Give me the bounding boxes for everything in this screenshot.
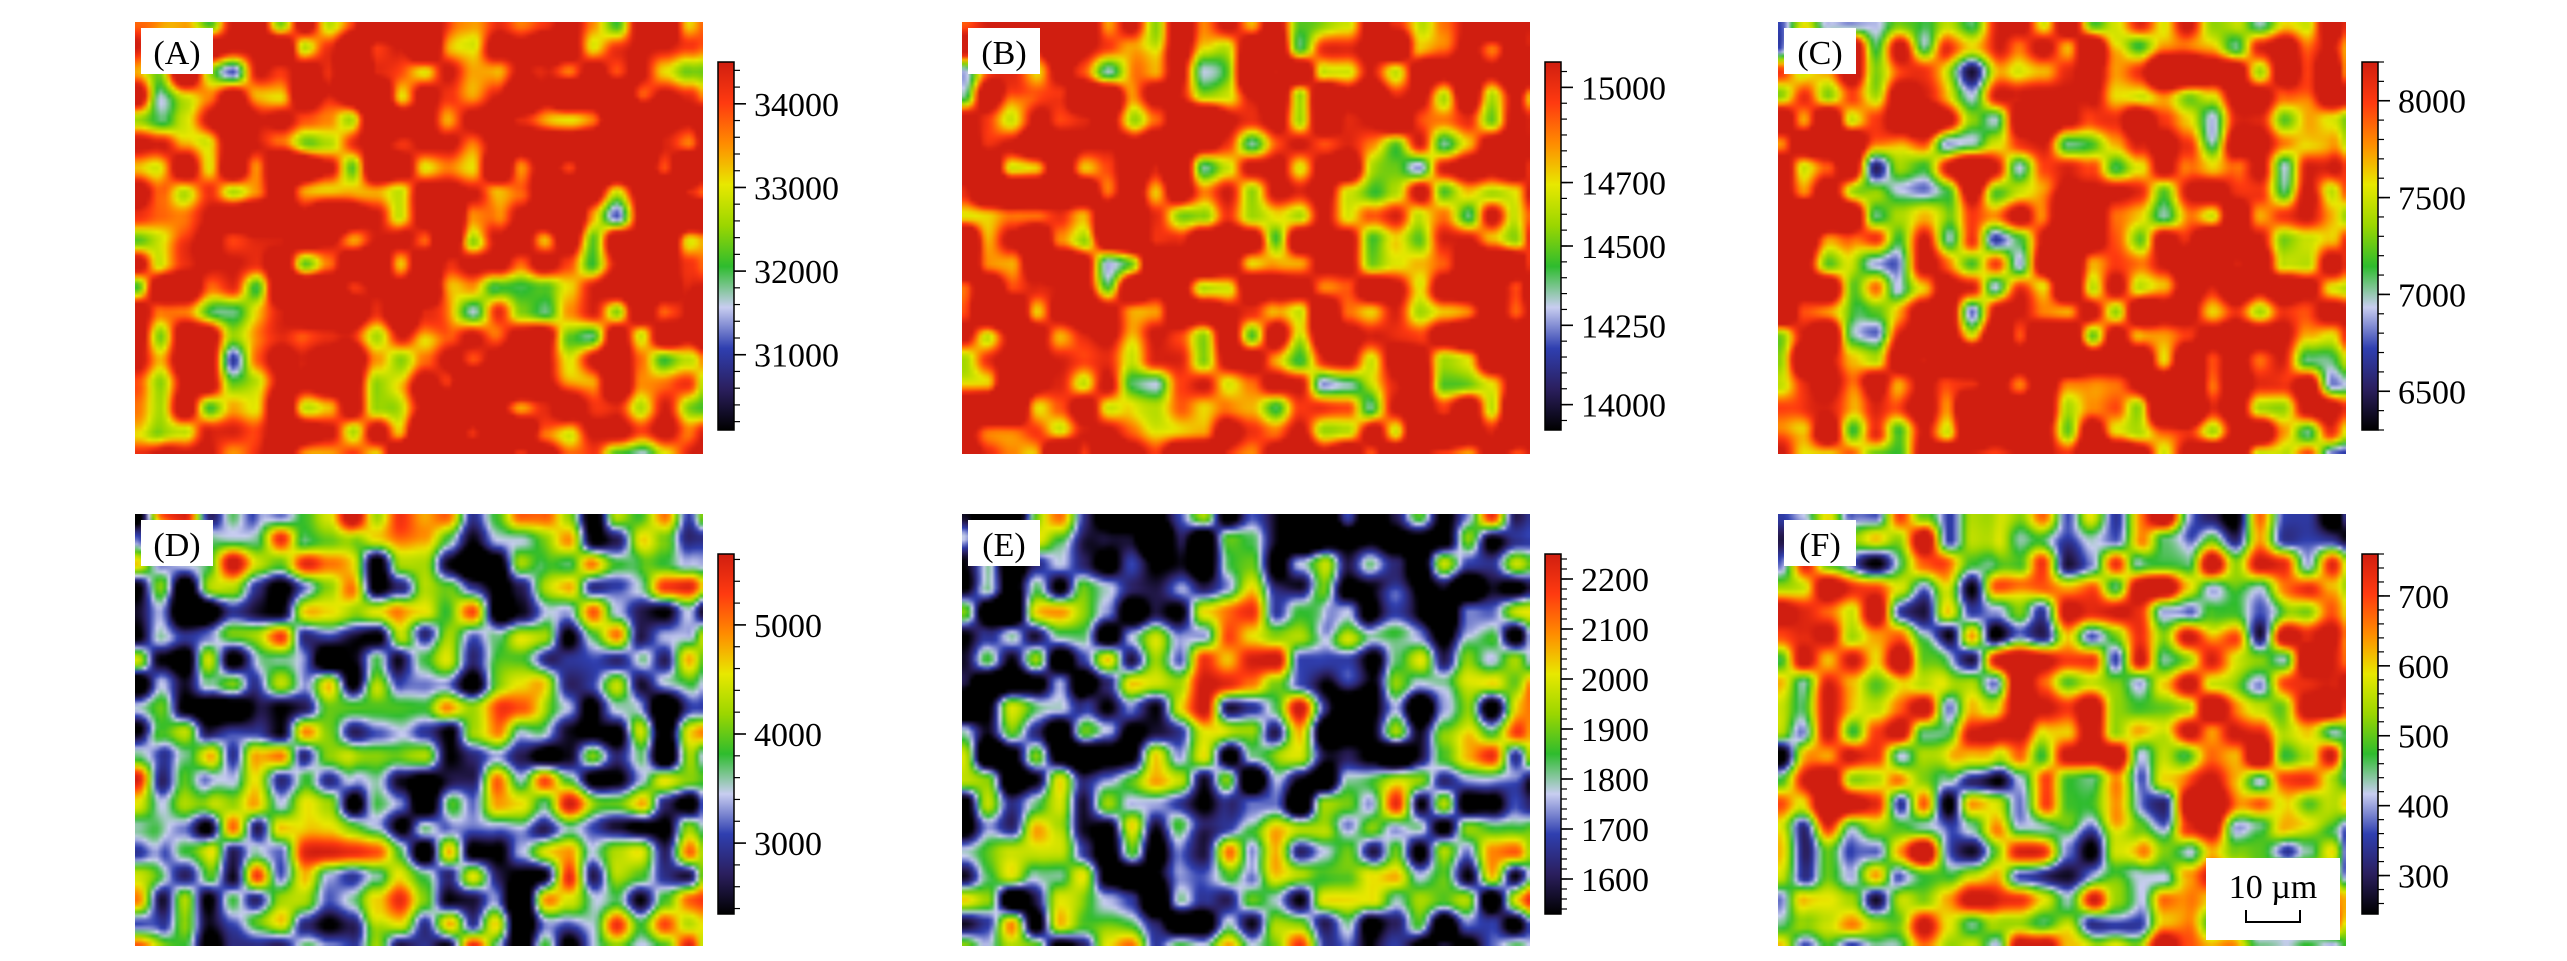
colorbar-tick-label: 2000 [1581,662,1649,699]
colorbar [2361,61,2379,431]
scale-bar-label: 10 µm [2229,869,2318,906]
colorbar-tick-label: 34000 [754,87,839,124]
colorbar [2361,553,2379,915]
colorbar [1544,61,1562,431]
colorbar-tick-label: 5000 [754,608,822,645]
panel-label: (E) [982,527,1025,564]
heatmap-image [135,22,703,454]
heatmap-image [962,22,1530,454]
panel-d: (D) 3000 4000 5000 [135,514,822,946]
colorbar-tick-label: 6500 [2398,374,2466,411]
panel-label-bg [1784,28,1856,74]
colorbar [1544,553,1562,915]
colorbar-tick-label: 14250 [1581,308,1666,345]
colorbar-tick-label: 2200 [1581,562,1649,599]
panel-b: (B) 14000 14250 14500 14700 15000 [962,22,1666,454]
heatmap-image [962,514,1530,946]
colorbar [717,553,735,915]
colorbar-tick-label: 7000 [2398,277,2466,314]
panel-label-bg [141,28,213,74]
colorbar-tick-label: 1700 [1581,812,1649,849]
colorbar-tick-label: 500 [2398,719,2449,756]
panel-a: (A) 31000 32000 33000 34000 [135,22,839,454]
colorbar-tick-label: 300 [2398,859,2449,896]
panel-label-bg [141,520,213,566]
panel-label: (D) [153,527,200,564]
colorbar-tick-label: 1800 [1581,762,1649,799]
colorbar-tick-label: 2100 [1581,612,1649,649]
colorbar-tick-label: 4000 [754,717,822,754]
scale-bar-bg [2206,858,2340,940]
colorbar-tick-label: 33000 [754,170,839,207]
panel-e: (E) 1600 1700 1800 1900 2000 2100 2200 [962,514,1649,946]
colorbar-tick-label: 15000 [1581,70,1666,107]
colorbar-tick-label: 32000 [754,254,839,291]
colorbar-tick-label: 1900 [1581,712,1649,749]
colorbar [717,61,735,431]
panel-label: (A) [153,35,200,72]
panel-label: (F) [1799,527,1841,564]
heatmap-image [135,514,703,946]
panel-label-bg [968,520,1040,566]
colorbar-tick-label: 8000 [2398,84,2466,121]
colorbar-tick-label: 400 [2398,789,2449,826]
panel-c: (C) 6500 7000 7500 8000 [1778,22,2466,454]
colorbar-tick-label: 1600 [1581,862,1649,899]
colorbar-tick-label: 3000 [754,826,822,863]
heatmap-image [1778,22,2346,454]
colorbar-tick-label: 14000 [1581,388,1666,425]
scale-bar [2245,910,2301,923]
colorbar-tick-label: 700 [2398,579,2449,616]
colorbar-tick-label: 600 [2398,649,2449,686]
panel-label-bg [968,28,1040,74]
panel-label: (C) [1797,35,1842,72]
colorbar-tick-label: 7500 [2398,181,2466,218]
colorbar-tick-label: 14500 [1581,229,1666,266]
panel-label-bg [1784,520,1856,566]
colorbar-tick-label: 14700 [1581,166,1666,203]
panel-label: (B) [981,35,1026,72]
panel-f: (F) 300 400 500 600 700 10 µm [1778,514,2449,946]
colorbar-tick-label: 31000 [754,338,839,375]
